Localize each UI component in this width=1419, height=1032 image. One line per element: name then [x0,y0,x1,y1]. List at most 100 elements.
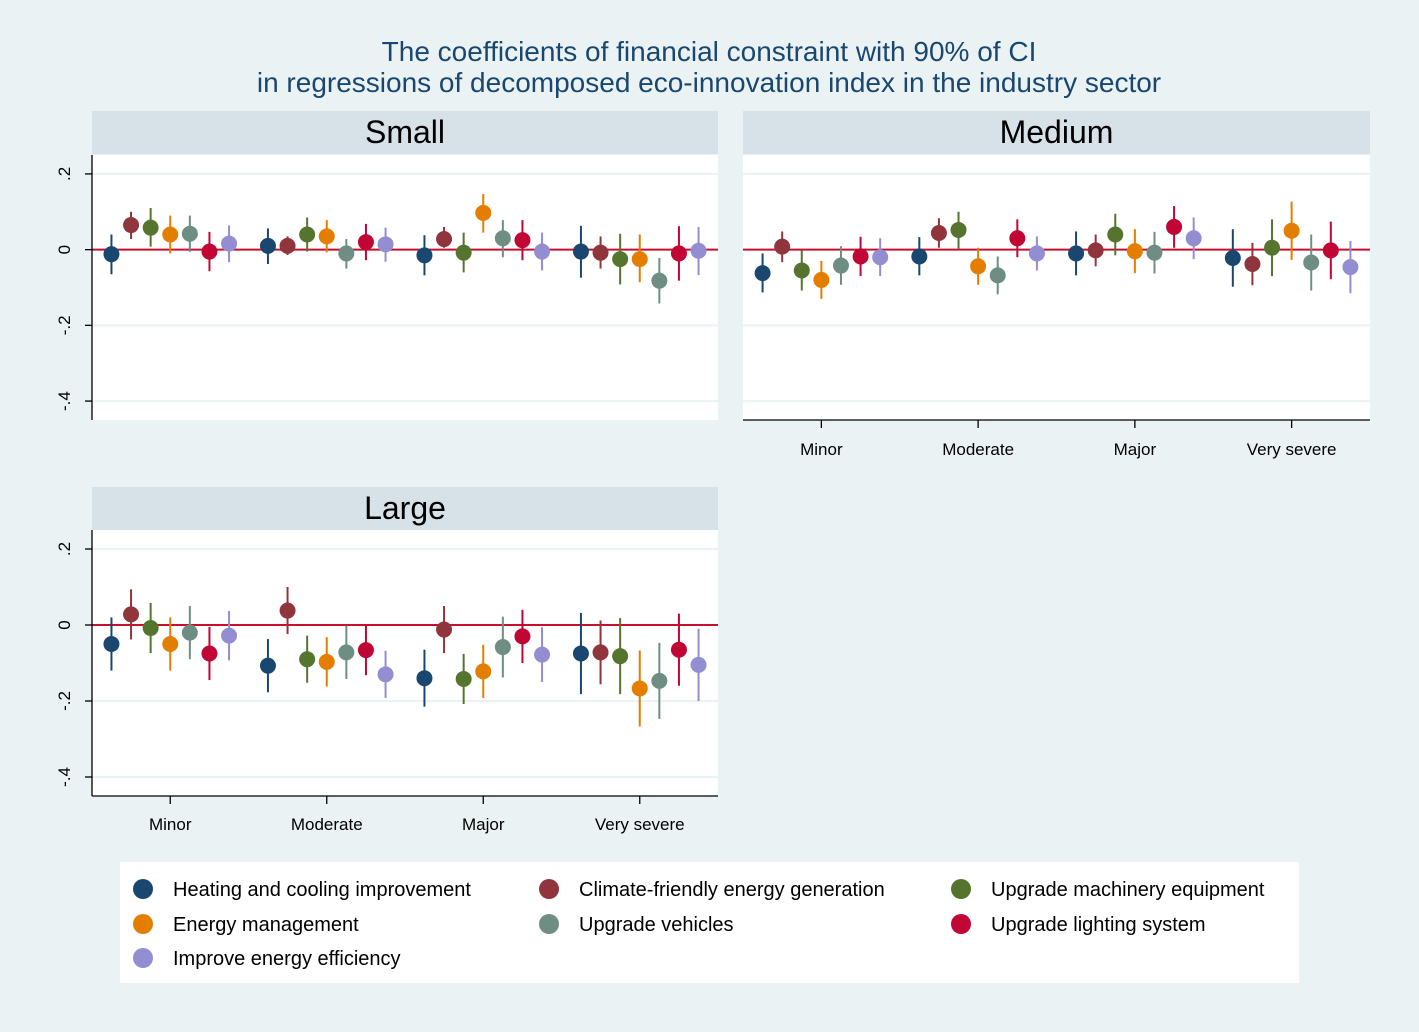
legend-label-upgrade-vehicles: Upgrade vehicles [579,914,734,936]
x-tick-label: Moderate [291,815,363,834]
point-energy-management [162,226,179,243]
point-improve-energy-efficiency [221,235,238,252]
point-upgrade-lighting-system [670,245,687,262]
point-upgrade-vehicles [494,230,511,247]
plot-area [92,155,718,420]
point-climate-friendly-energy-generation [123,217,140,234]
point-improve-energy-efficiency [872,249,889,266]
panel-small: Small .2 0 -.2 -.4 [55,111,718,420]
y-tick-label: -.2 [55,691,74,711]
panel-large: Large .2 0 -.2 -.4 Minor Moderate Major Very sev… [55,487,718,834]
point-upgrade-vehicles [989,267,1006,284]
panel-title: Small [365,114,445,150]
point-heating-and-cooling-improvement [1068,245,1085,262]
point-heating-and-cooling-improvement [754,265,771,282]
point-improve-energy-efficiency [1342,259,1359,276]
point-heating-and-cooling-improvement [259,237,276,254]
point-climate-friendly-energy-generation [279,237,296,254]
legend-marker-energy-management [133,914,153,934]
point-upgrade-machinery-equipment [950,221,967,238]
panel-title: Large [364,490,446,526]
legend-marker-heating-and-cooling-improvement [133,879,153,899]
point-energy-management [162,636,179,652]
point-energy-management [1126,243,1143,260]
y-tick-label: -.4 [55,767,74,787]
legend: Heating and cooling improvement Climate-f… [120,862,1299,983]
legend-label-improve-energy-efficiency: Improve energy efficiency [173,948,401,970]
point-heating-and-cooling-improvement [572,645,589,662]
point-upgrade-machinery-equipment [299,226,316,243]
point-improve-energy-efficiency [221,627,238,644]
point-climate-friendly-energy-generation [592,244,609,261]
point-upgrade-lighting-system [1322,242,1339,259]
point-upgrade-machinery-equipment [793,262,810,279]
legend-label-energy-management: Energy management [173,914,359,936]
y-tick-label: -.2 [55,315,74,335]
point-upgrade-lighting-system [514,628,531,645]
legend-box [120,862,1299,983]
legend-label-upgrade-lighting-system: Upgrade lighting system [991,914,1206,936]
panel-strip [92,487,718,530]
panels-layer: Small .2 0 -.2 -.4 Medium Minor Moderate Major Ve… [55,111,1370,834]
point-upgrade-vehicles [181,225,198,242]
point-heating-and-cooling-improvement [103,246,120,263]
point-upgrade-vehicles [832,257,849,274]
point-climate-friendly-energy-generation [279,602,296,619]
point-heating-and-cooling-improvement [103,636,120,652]
legend-label-upgrade-machinery-equipment: Upgrade machinery equipment [991,879,1265,901]
point-upgrade-lighting-system [201,645,218,662]
point-upgrade-vehicles [181,624,198,641]
point-improve-energy-efficiency [690,242,707,259]
point-energy-management [631,680,648,697]
point-climate-friendly-energy-generation [774,238,791,255]
y-tick-label: .2 [55,542,74,556]
point-upgrade-vehicles [338,644,355,661]
x-tick-label: Minor [149,815,192,834]
legend-marker-improve-energy-efficiency [133,948,153,968]
y-tick-label: 0 [55,245,74,254]
chart-title-line-1: The coefficients of financial constraint… [382,36,1037,67]
point-climate-friendly-energy-generation [1087,242,1104,259]
point-improve-energy-efficiency [377,236,394,253]
point-upgrade-vehicles [338,245,355,262]
point-upgrade-vehicles [651,272,668,289]
point-energy-management [318,653,335,670]
point-upgrade-machinery-equipment [1107,226,1124,243]
x-tick-label: Major [1114,440,1157,459]
point-heating-and-cooling-improvement [259,657,276,674]
y-tick-label: 0 [55,620,74,629]
point-improve-energy-efficiency [690,656,707,673]
panel-strip [743,111,1370,154]
legend-label-heating-and-cooling-improvement: Heating and cooling improvement [173,879,471,901]
point-heating-and-cooling-improvement [416,247,433,264]
point-upgrade-lighting-system [1009,230,1026,247]
point-upgrade-lighting-system [670,641,687,658]
point-climate-friendly-energy-generation [436,621,453,638]
x-tick-label: Very severe [1247,440,1337,459]
x-tick-label: Major [462,815,505,834]
point-climate-friendly-energy-generation [930,224,947,241]
point-upgrade-lighting-system [852,248,869,265]
y-tick-label: .2 [55,167,74,181]
legend-label-climate-friendly-energy-generation: Climate-friendly energy generation [579,879,885,901]
point-upgrade-lighting-system [1166,218,1183,235]
point-energy-management [1283,222,1300,239]
legend-marker-climate-friendly-energy-generation [539,879,559,899]
point-energy-management [813,271,830,288]
point-energy-management [631,251,648,268]
point-climate-friendly-energy-generation [592,644,609,661]
point-upgrade-machinery-equipment [1264,239,1281,256]
point-improve-energy-efficiency [377,666,394,683]
point-upgrade-vehicles [1146,244,1163,261]
point-upgrade-vehicles [494,639,511,656]
plot-area [743,155,1370,420]
point-energy-management [475,663,492,680]
point-heating-and-cooling-improvement [572,243,589,260]
point-upgrade-lighting-system [201,243,218,260]
point-improve-energy-efficiency [1028,245,1045,262]
point-upgrade-lighting-system [357,642,374,659]
panel-medium: Medium Minor Moderate Major Very severe [743,111,1370,459]
legend-marker-upgrade-vehicles [539,914,559,934]
point-improve-energy-efficiency [1185,230,1202,247]
chart-title-line-2: in regressions of decomposed eco-innovat… [257,67,1161,98]
